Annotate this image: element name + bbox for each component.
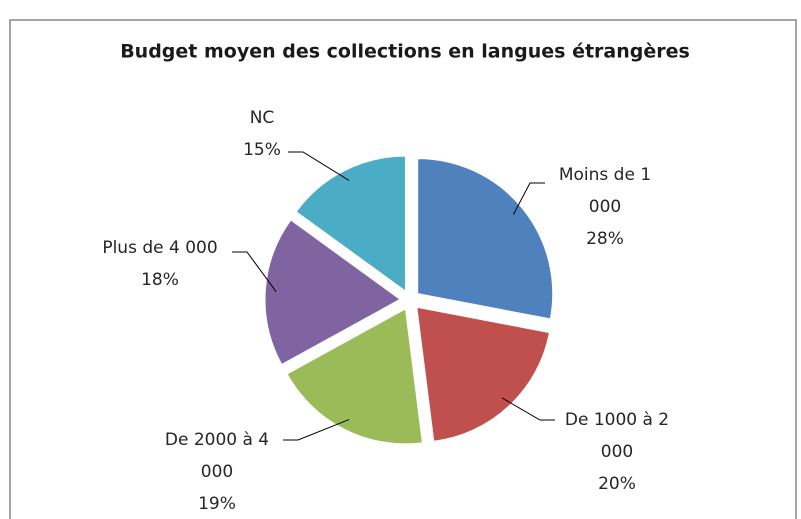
pie-slice bbox=[264, 219, 401, 366]
pie-slice bbox=[295, 155, 406, 293]
chart-title: Budget moyen des collections en langues … bbox=[120, 41, 690, 63]
leader-line bbox=[501, 397, 555, 421]
pie-slice bbox=[286, 308, 423, 445]
leader-line bbox=[512, 182, 545, 215]
slice-label-wrap: 000 bbox=[601, 442, 633, 462]
slice-value-label: 19% bbox=[198, 494, 236, 514]
slice-value-label: 20% bbox=[598, 474, 636, 494]
slice-value-label: 18% bbox=[141, 270, 179, 290]
pie-slice bbox=[417, 158, 554, 320]
slice-label: De 2000 à 4 bbox=[165, 430, 269, 450]
slice-label-wrap: 000 bbox=[201, 462, 233, 482]
slice-value-label: 28% bbox=[586, 229, 624, 249]
leader-line bbox=[232, 251, 277, 292]
slice-label: Moins de 1 bbox=[559, 165, 651, 185]
slice-label: NC bbox=[250, 108, 275, 128]
leader-line bbox=[288, 151, 350, 181]
pie-slice bbox=[416, 306, 551, 442]
slice-value-label: 15% bbox=[243, 140, 281, 160]
slice-label-wrap: 000 bbox=[589, 197, 621, 217]
slice-label: De 1000 à 2 bbox=[565, 410, 669, 430]
leader-line bbox=[283, 419, 350, 441]
slice-label: Plus de 4 000 bbox=[102, 238, 217, 258]
